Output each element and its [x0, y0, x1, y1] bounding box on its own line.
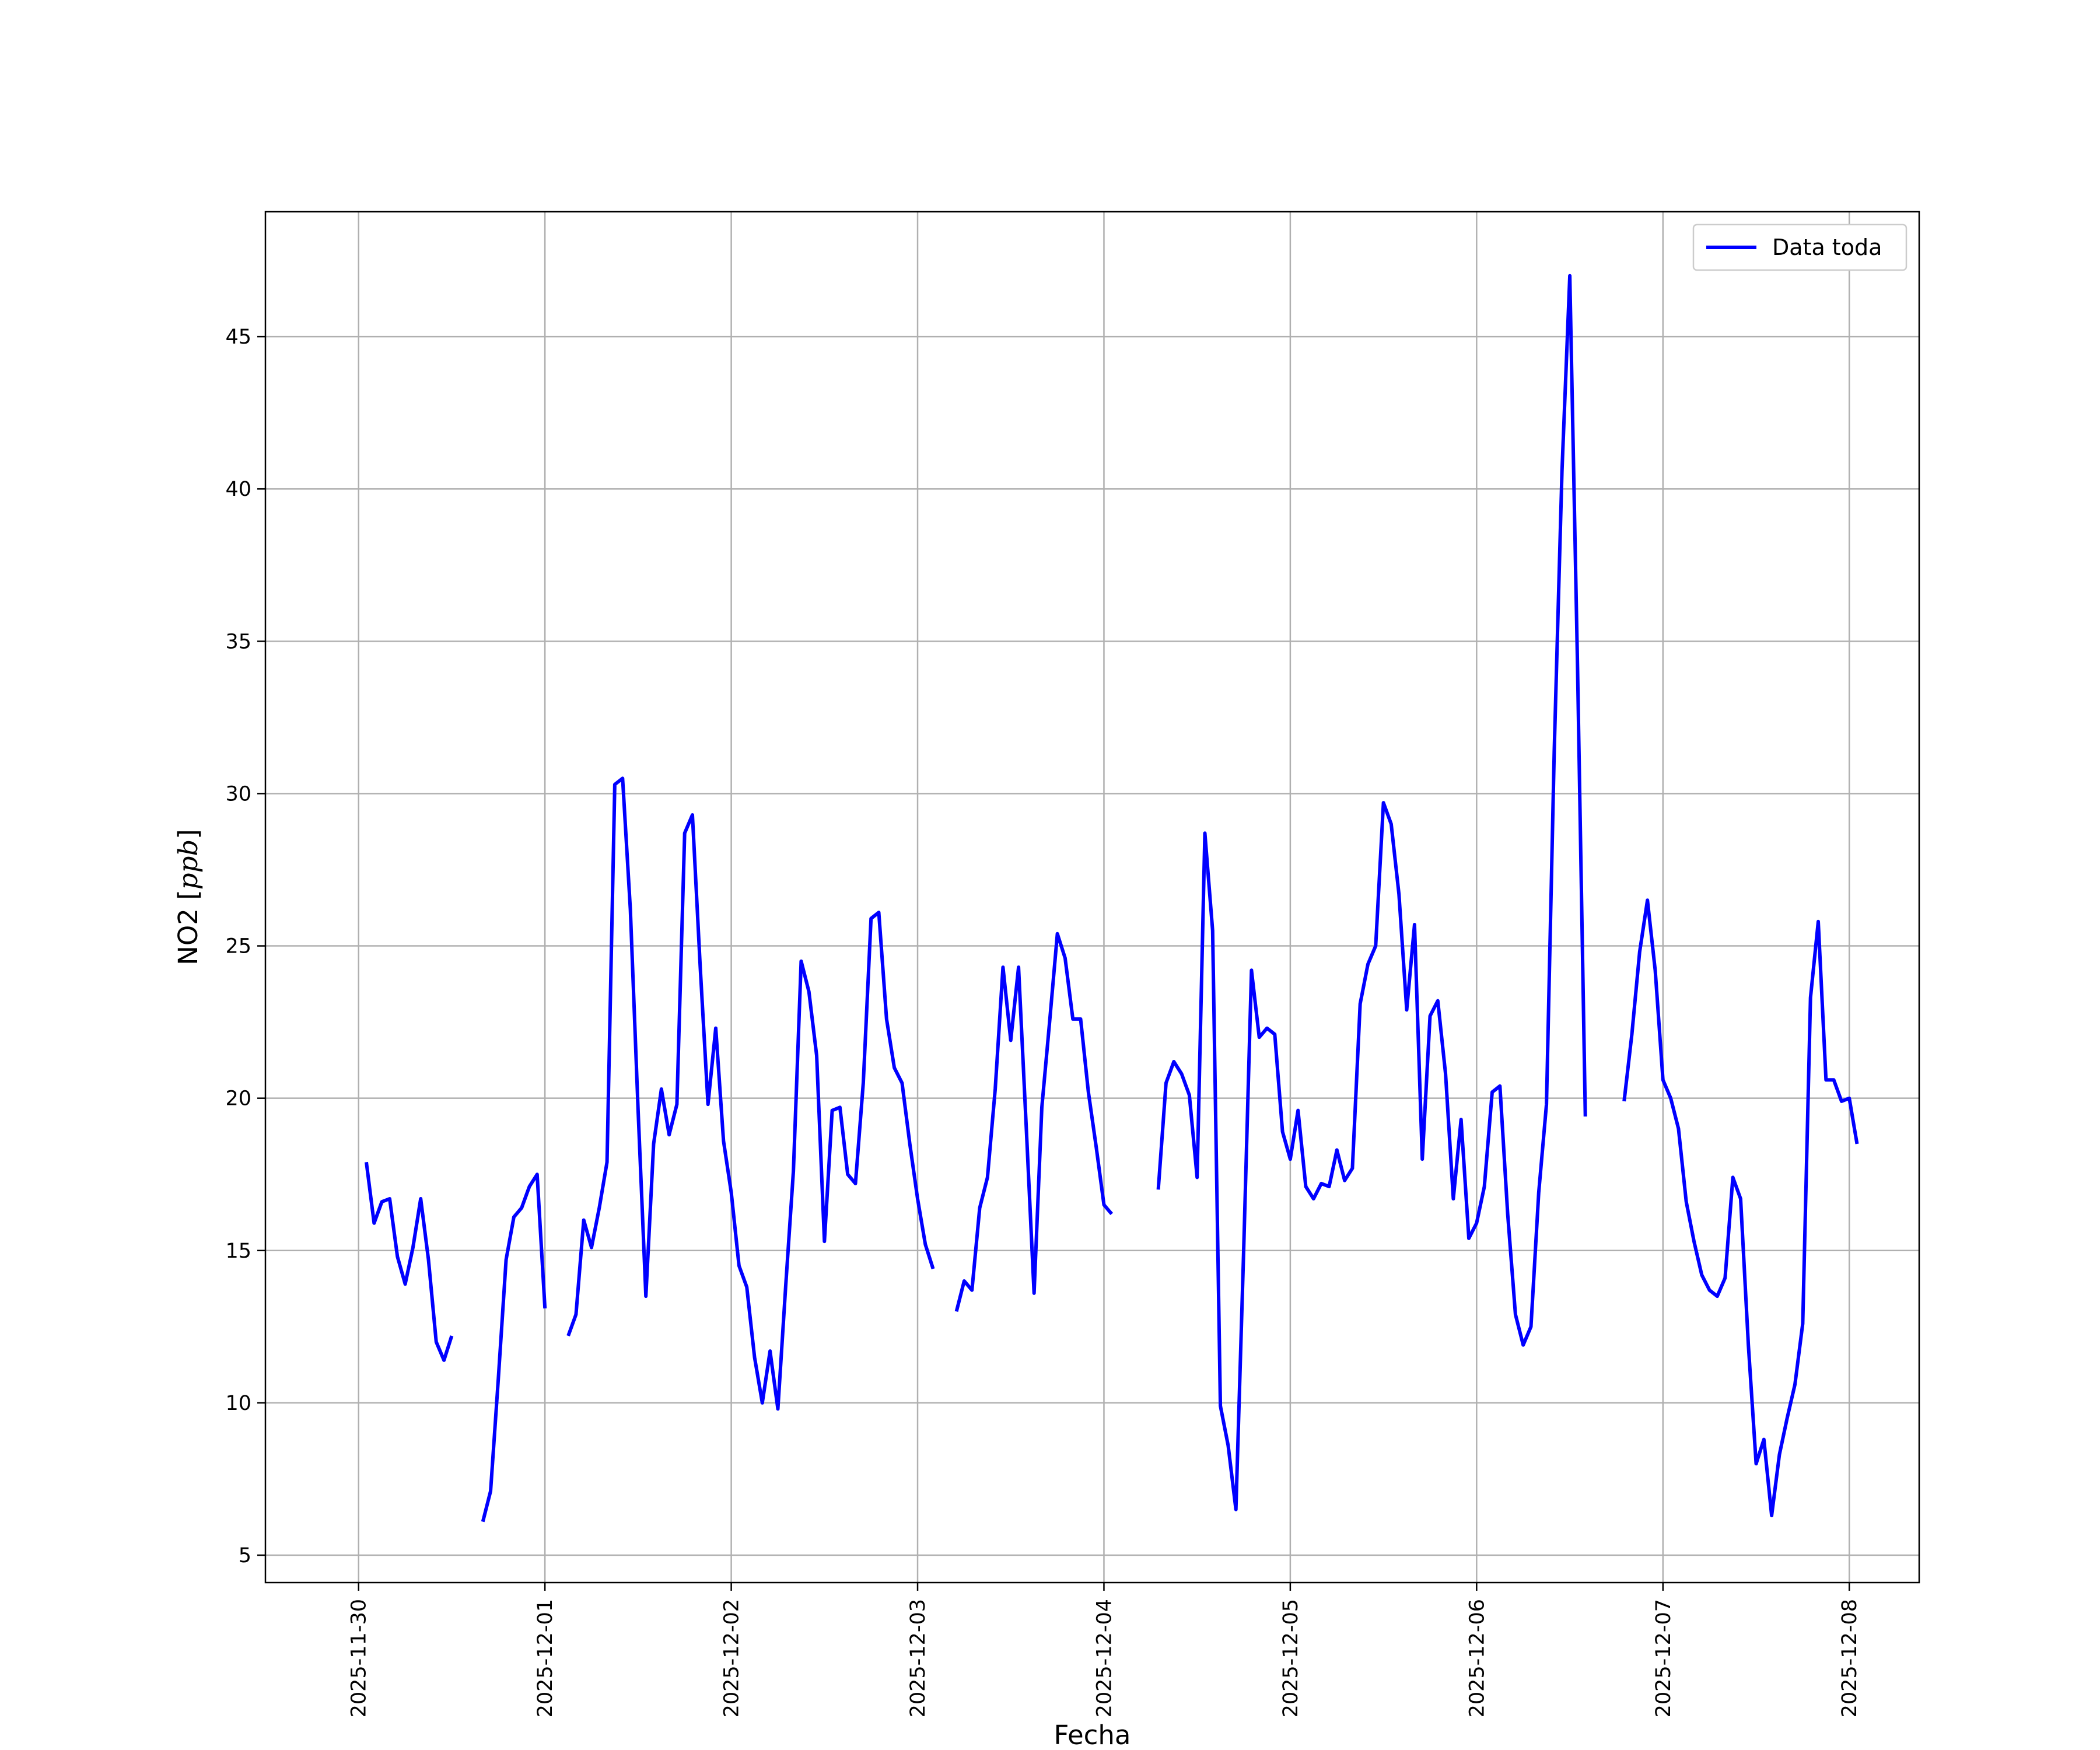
x-tick-label: 2025-12-03 [907, 1599, 930, 1717]
series-layer [365, 274, 1859, 1522]
y-axis-label-close: ] [173, 829, 204, 839]
y-tick-label: 40 [225, 478, 251, 501]
plot-area-frame [264, 211, 1920, 1584]
y-axis-label-main: NO2 [ [173, 890, 204, 965]
series-line-segment-2 [481, 1172, 547, 1522]
y-tick-label: 5 [239, 1544, 251, 1567]
x-tick-label: 2025-11-30 [348, 1599, 371, 1717]
x-tick-label: 2025-12-06 [1465, 1599, 1489, 1717]
legend-entry-data-toda: Data toda [1772, 235, 1882, 260]
y-tick-label: 15 [225, 1240, 251, 1263]
x-tick-label: 2025-12-05 [1279, 1599, 1303, 1717]
x-tick-label: 2025-12-07 [1652, 1599, 1675, 1717]
y-axis-label: NO2 [ppb] [173, 829, 204, 965]
legend-box [1692, 223, 1908, 271]
y-tick-label: 10 [225, 1392, 251, 1415]
legend: Data toda [1692, 223, 1908, 271]
grid [265, 212, 1919, 1583]
x-axis-label: Fecha [1054, 1720, 1131, 1750]
axis-ticks: 2025-11-30 2025-12-01 2025-12-02 2025-12-03… [225, 326, 1861, 1717]
y-tick-label: 30 [225, 782, 251, 806]
series-line-segment-1 [365, 1161, 454, 1362]
x-tick-label: 2025-12-02 [720, 1599, 744, 1717]
y-tick-label: 35 [225, 630, 251, 653]
series-line-segment-4 [954, 932, 1114, 1312]
x-tick-label: 2025-12-08 [1838, 1599, 1861, 1717]
y-axis-label-unit: ppb [173, 839, 204, 890]
x-tick-label: 2025-12-04 [1093, 1599, 1116, 1717]
series-line-segment-3 [566, 776, 935, 1411]
x-tick-label: 2025-12-01 [534, 1599, 557, 1717]
y-tick-label: 20 [225, 1087, 251, 1111]
series-line-segment-5 [1156, 274, 1587, 1511]
y-tick-label: 25 [225, 935, 251, 958]
series-line-segment-6 [1622, 898, 1859, 1518]
y-tick-label: 45 [225, 326, 251, 349]
